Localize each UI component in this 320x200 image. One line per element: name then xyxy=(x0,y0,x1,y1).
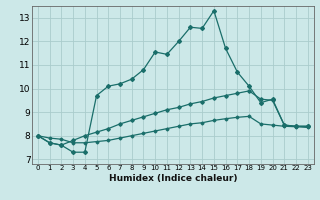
X-axis label: Humidex (Indice chaleur): Humidex (Indice chaleur) xyxy=(108,174,237,183)
